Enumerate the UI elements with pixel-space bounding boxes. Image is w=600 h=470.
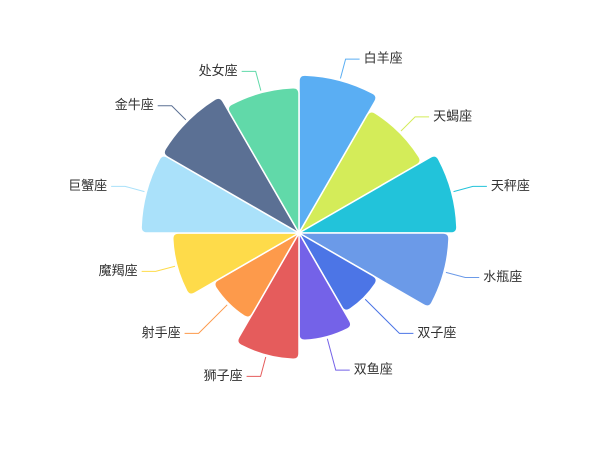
- slice-label-10: 巨蟹座: [68, 179, 107, 194]
- slice-label-11: 金牛座: [115, 97, 154, 113]
- slice-3[interactable]: [298, 155, 458, 234]
- leader-line-5: [364, 298, 414, 334]
- slice-label-7: 狮子座: [204, 369, 243, 384]
- slice-label-6: 双鱼座: [354, 362, 393, 378]
- leader-line-9: [141, 265, 176, 272]
- leader-line-3: [453, 185, 487, 193]
- leader-line-11: [157, 105, 187, 121]
- slice-label-5: 双子座: [417, 326, 456, 341]
- slice-5[interactable]: [298, 232, 378, 312]
- slice-label-2: 天蝎座: [433, 109, 472, 124]
- slices: [140, 74, 458, 361]
- leader-line-7: [246, 356, 267, 377]
- slice-9[interactable]: [171, 232, 300, 296]
- leader-line-1: [339, 58, 360, 79]
- slice-4[interactable]: [298, 232, 450, 307]
- leader-line-4: [445, 271, 480, 279]
- slice-6[interactable]: [298, 232, 352, 342]
- slice-1[interactable]: [298, 74, 377, 234]
- slice-label-9: 魔羯座: [99, 264, 138, 279]
- leader-line-2: [400, 116, 430, 132]
- slice-7[interactable]: [236, 232, 300, 361]
- leader-line-12: [241, 70, 262, 91]
- slice-label-1: 白羊座: [364, 51, 403, 67]
- leader-line-6: [326, 338, 350, 371]
- slice-label-12: 处女座: [199, 63, 238, 79]
- slice-10[interactable]: [140, 155, 300, 234]
- slice-label-4: 水瓶座: [483, 270, 522, 285]
- slice-label-3: 天秤座: [491, 179, 530, 194]
- slice-12[interactable]: [227, 87, 300, 234]
- slice-11[interactable]: [163, 97, 300, 234]
- slice-2[interactable]: [298, 111, 421, 234]
- leader-line-10: [111, 185, 145, 193]
- leader-line-8: [184, 304, 228, 334]
- slice-label-8: 射手座: [142, 325, 181, 341]
- slice-8[interactable]: [214, 232, 300, 318]
